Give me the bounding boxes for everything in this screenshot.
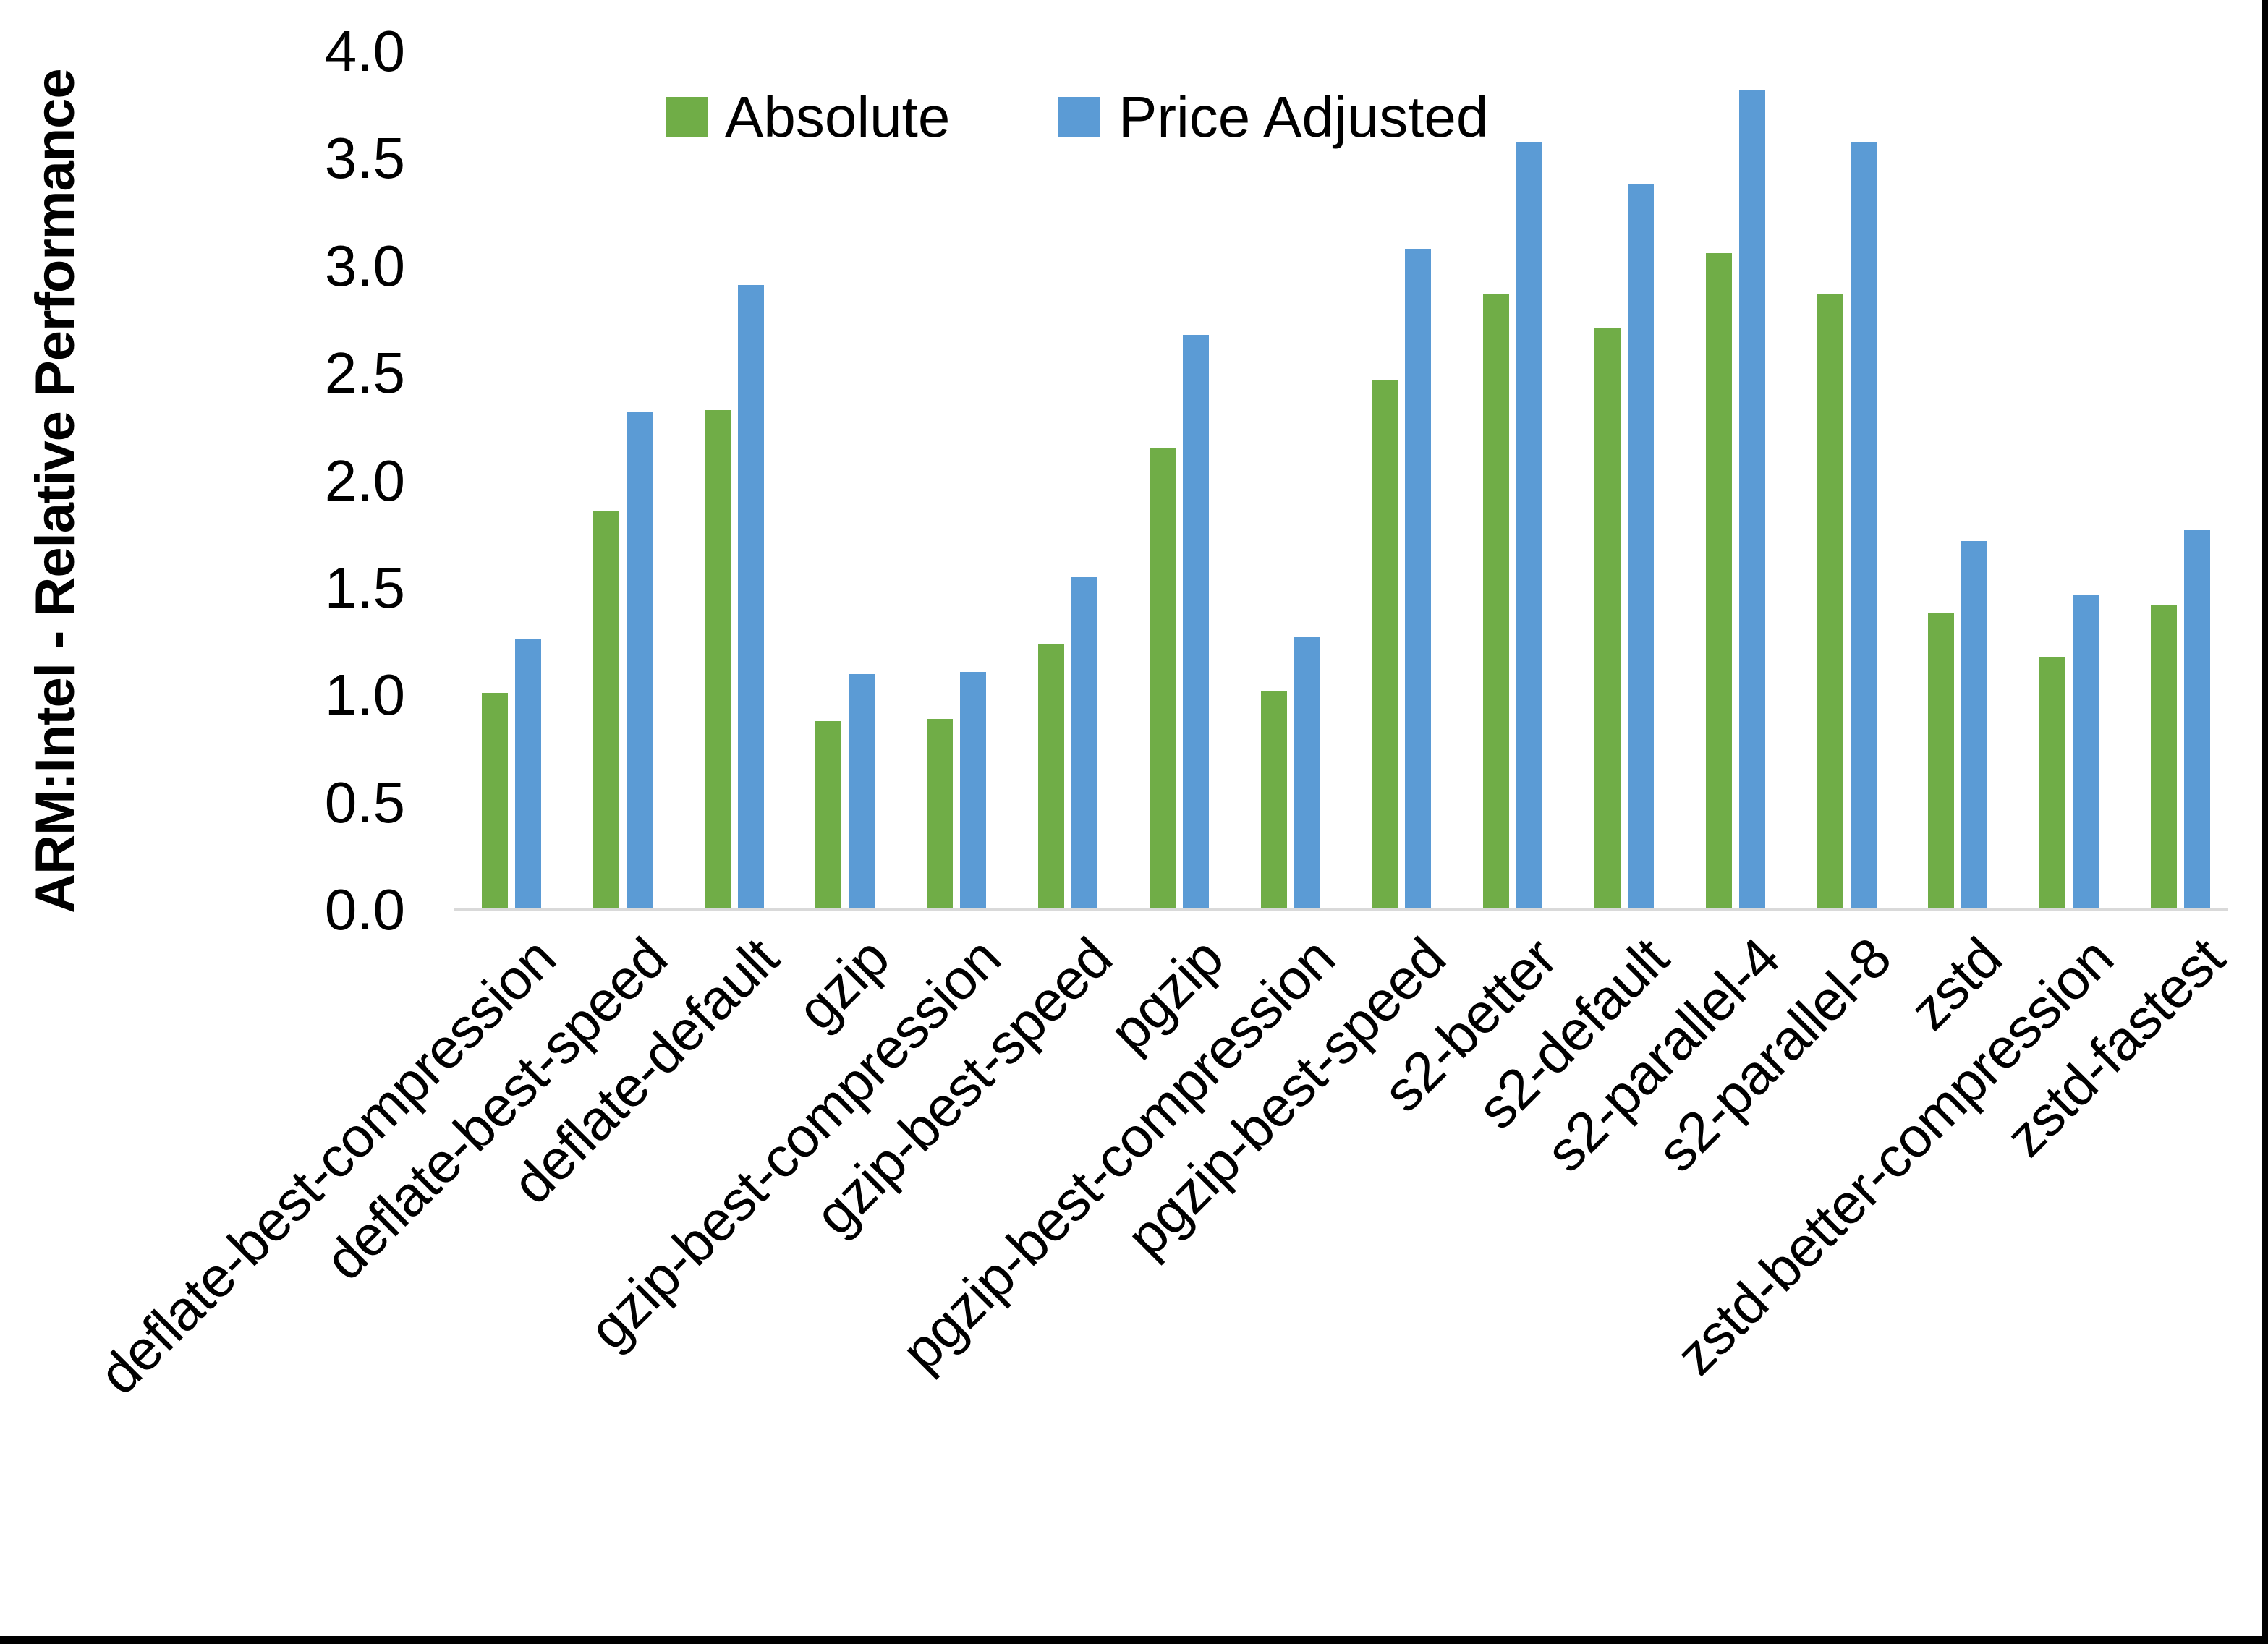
bar-absolute-deflate-default <box>705 410 731 910</box>
bar-absolute-gzip <box>815 721 841 910</box>
bar-absolute-gzip-best-compression <box>927 719 953 910</box>
bar-absolute-s2-default <box>1594 328 1621 910</box>
frame-border-right <box>2262 0 2268 1644</box>
bar-absolute-pgzip-best-compression <box>1261 691 1287 910</box>
legend-label-price-adjusted: Price Adjusted <box>1118 85 1489 149</box>
bar-price-adjusted-gzip-best-compression <box>960 672 986 910</box>
y-tick-label-2.5: 2.5 <box>324 341 405 405</box>
bar-absolute-deflate-best-compression <box>482 693 508 910</box>
bar-price-adjusted-zstd-fastest <box>2184 530 2210 910</box>
bar-absolute-s2-parallel-8 <box>1817 294 1843 910</box>
y-tick-label-4.0: 4.0 <box>324 19 405 83</box>
legend-label-absolute: Absolute <box>725 85 951 149</box>
frame-border-bottom <box>0 1636 2268 1644</box>
bar-absolute-s2-parallel-4 <box>1706 253 1732 910</box>
y-tick-label-3.0: 3.0 <box>324 234 405 298</box>
bar-price-adjusted-s2-parallel-4 <box>1739 90 1765 910</box>
bar-absolute-zstd-fastest <box>2151 605 2177 910</box>
bar-price-adjusted-pgzip <box>1183 335 1209 910</box>
bar-price-adjusted-deflate-best-compression <box>515 639 541 910</box>
bar-price-adjusted-s2-better <box>1516 142 1542 910</box>
bar-price-adjusted-s2-default <box>1628 184 1654 910</box>
bar-price-adjusted-pgzip-best-speed <box>1405 249 1431 910</box>
bar-price-adjusted-gzip-best-speed <box>1071 577 1097 910</box>
bar-price-adjusted-zstd-better-compression <box>2073 595 2099 910</box>
bar-absolute-pgzip-best-speed <box>1372 380 1398 910</box>
y-tick-label-0.5: 0.5 <box>324 770 405 835</box>
x-axis-line <box>454 908 2228 911</box>
bar-price-adjusted-deflate-default <box>738 285 764 910</box>
bar-absolute-gzip-best-speed <box>1038 644 1064 910</box>
bar-price-adjusted-s2-parallel-8 <box>1851 142 1877 910</box>
bar-price-adjusted-zstd <box>1961 541 1987 910</box>
bar-absolute-zstd-better-compression <box>2039 657 2065 910</box>
bar-absolute-zstd <box>1928 613 1954 910</box>
bar-absolute-deflate-best-speed <box>593 511 619 910</box>
y-tick-label-3.5: 3.5 <box>324 126 405 190</box>
y-tick-label-2.0: 2.0 <box>324 448 405 513</box>
bar-price-adjusted-deflate-best-speed <box>627 412 653 910</box>
bar-absolute-pgzip <box>1150 448 1176 910</box>
legend-swatch-absolute <box>666 97 708 137</box>
bar-price-adjusted-gzip <box>849 674 875 910</box>
y-tick-label-1.0: 1.0 <box>324 663 405 727</box>
y-tick-label-0.0: 0.0 <box>324 877 405 942</box>
bar-absolute-s2-better <box>1483 294 1509 910</box>
bar-price-adjusted-pgzip-best-compression <box>1294 637 1320 910</box>
y-tick-label-1.5: 1.5 <box>324 555 405 620</box>
legend-swatch-price-adjusted <box>1058 97 1100 137</box>
